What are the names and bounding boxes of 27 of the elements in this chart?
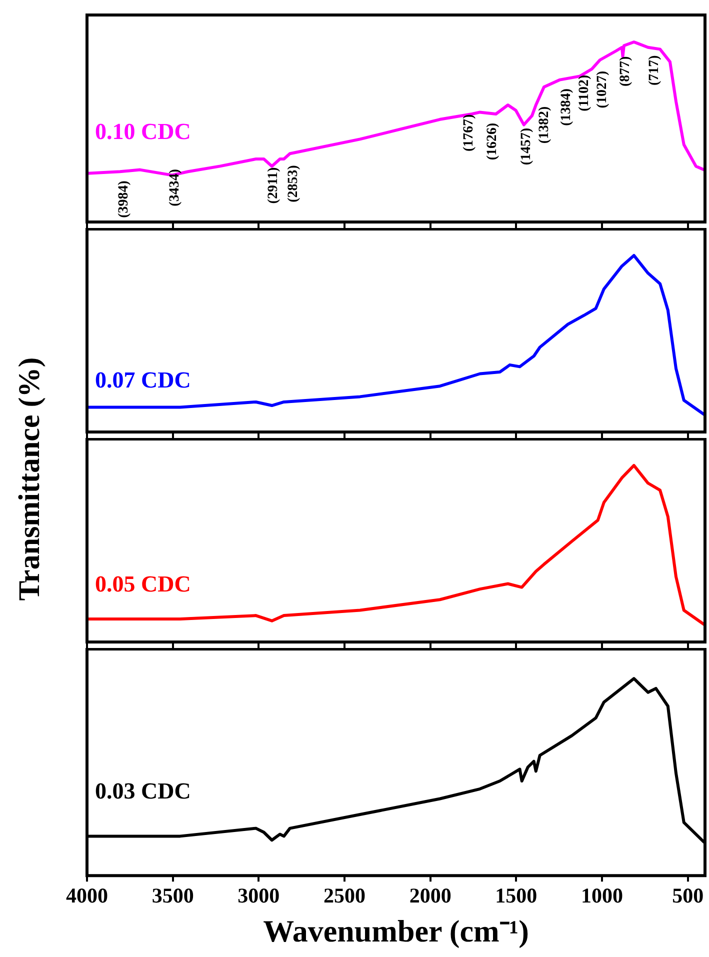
x-tick-label: 3500 [152, 884, 194, 908]
annotation: (3434) [167, 168, 182, 206]
x-tick-label: 2500 [324, 884, 366, 908]
annotation: (717) [646, 54, 662, 86]
x-tick-label: 3000 [238, 884, 280, 908]
annotation: (3984) [116, 180, 132, 218]
y-axis-title: Transmittance (%) [13, 356, 47, 600]
series-label: 0.05 CDC [95, 571, 191, 596]
annotation: (2853) [286, 164, 302, 202]
x-tick-label: 2000 [409, 884, 452, 908]
x-axis-title: Wavenumber (cm⁻¹) [263, 913, 529, 948]
annotation: (2911) [266, 166, 282, 204]
annotation: (1382) [536, 106, 552, 144]
x-tick-label: 1500 [495, 884, 538, 908]
annotation: (1626) [485, 122, 500, 160]
annotation: (1767) [462, 114, 477, 152]
series-label: 0.03 CDC [95, 778, 191, 804]
series-label: 0.07 CDC [95, 367, 191, 392]
annotation: (877) [618, 56, 633, 87]
annotation: (1027) [595, 70, 610, 108]
annotation: (1384) [559, 88, 574, 126]
x-tick-label: 4000 [66, 884, 108, 908]
annotation: (1102) [577, 74, 592, 112]
annotation: (1457) [519, 127, 534, 166]
x-tick-label: 1000 [581, 884, 623, 908]
series-label: 0.10 CDC [95, 119, 191, 144]
x-tick-label: 500 [672, 884, 704, 908]
